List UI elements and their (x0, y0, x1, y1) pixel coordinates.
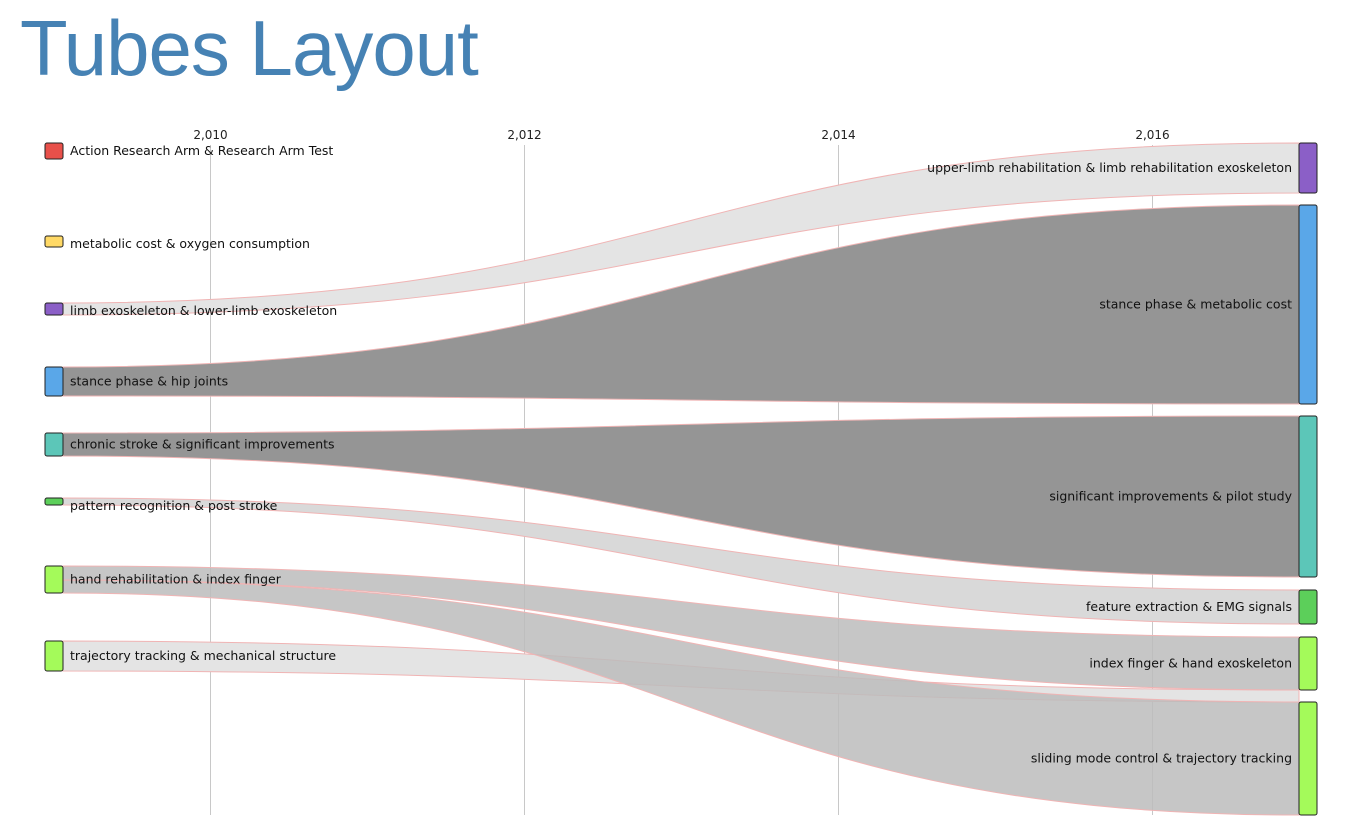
tick-label-2012: 2,012 (507, 128, 541, 142)
node-left-limb-exoskeleton-and-lower-limb-exoskeleton[interactable] (44, 302, 64, 316)
node-label-pattern-recognition-and-post-stroke: pattern recognition & post stroke (70, 498, 278, 513)
node-label-action-research-arm-and-research-arm-test: Action Research Arm & Research Arm Test (70, 143, 333, 158)
node-label-hand-rehabilitation-and-index-finger: hand rehabilitation & index finger (70, 572, 282, 587)
node-left-metabolic-cost-and-oxygen-consumption[interactable] (44, 235, 64, 248)
node-right-significant-improvements-and-pilot-study[interactable] (1298, 415, 1318, 578)
node-label-trajectory-tracking-and-mechanical-structure: trajectory tracking & mechanical structu… (70, 648, 336, 663)
flow-l5-r3[interactable] (62, 415, 1300, 578)
node-label-upper-limb-rehabilitation-and-limb-rehabilitation-exoskeleton: upper-limb rehabilitation & limb rehabil… (927, 160, 1292, 175)
node-right-index-finger-and-hand-exoskeleton[interactable] (1298, 636, 1318, 691)
node-left-trajectory-tracking-and-mechanical-structure[interactable] (44, 640, 64, 672)
node-right-upper-limb-rehabilitation-and-limb-rehabilitation-exoskeleton[interactable] (1298, 142, 1318, 194)
node-label-chronic-stroke-and-significant-improvements: chronic stroke & significant improvement… (70, 437, 335, 452)
node-left-stance-phase-and-hip-joints[interactable] (44, 366, 64, 397)
node-label-feature-extraction-and-emg-signals: feature extraction & EMG signals (1086, 599, 1292, 614)
node-label-limb-exoskeleton-and-lower-limb-exoskeleton: limb exoskeleton & lower-limb exoskeleto… (70, 303, 337, 318)
node-right-stance-phase-and-metabolic-cost[interactable] (1298, 204, 1318, 405)
node-left-hand-rehabilitation-and-index-finger[interactable] (44, 565, 64, 594)
node-label-stance-phase-and-hip-joints: stance phase & hip joints (70, 374, 228, 389)
node-label-index-finger-and-hand-exoskeleton: index finger & hand exoskeleton (1089, 656, 1292, 671)
node-right-feature-extraction-and-emg-signals[interactable] (1298, 589, 1318, 625)
flow-l7-r5[interactable] (62, 565, 1300, 691)
flows (62, 142, 1300, 816)
node-label-significant-improvements-and-pilot-study: significant improvements & pilot study (1049, 489, 1292, 504)
node-label-metabolic-cost-and-oxygen-consumption: metabolic cost & oxygen consumption (70, 236, 310, 251)
flow-l6-r4[interactable] (62, 497, 1300, 625)
node-right-sliding-mode-control-and-trajectory-tracking[interactable] (1298, 701, 1318, 816)
tick-label-2010: 2,010 (193, 128, 227, 142)
nodes (44, 142, 1318, 816)
node-labels: Action Research Arm & Research Arm Test m… (70, 143, 1293, 766)
tick-label-2016: 2,016 (1135, 128, 1169, 142)
node-label-stance-phase-and-metabolic-cost: stance phase & metabolic cost (1099, 297, 1292, 312)
flow-l4-r2[interactable] (62, 204, 1300, 405)
tick-label-2014: 2,014 (821, 128, 855, 142)
node-left-action-research-arm-and-research-arm-test[interactable] (44, 142, 64, 160)
node-left-chronic-stroke-and-significant-improvements[interactable] (44, 432, 64, 457)
node-left-pattern-recognition-and-post-stroke[interactable] (44, 497, 64, 506)
node-label-sliding-mode-control-and-trajectory-tracking: sliding mode control & trajectory tracki… (1031, 751, 1292, 766)
flow-l7-r6[interactable] (62, 579, 1300, 816)
page-title: Tubes Layout (20, 4, 479, 92)
